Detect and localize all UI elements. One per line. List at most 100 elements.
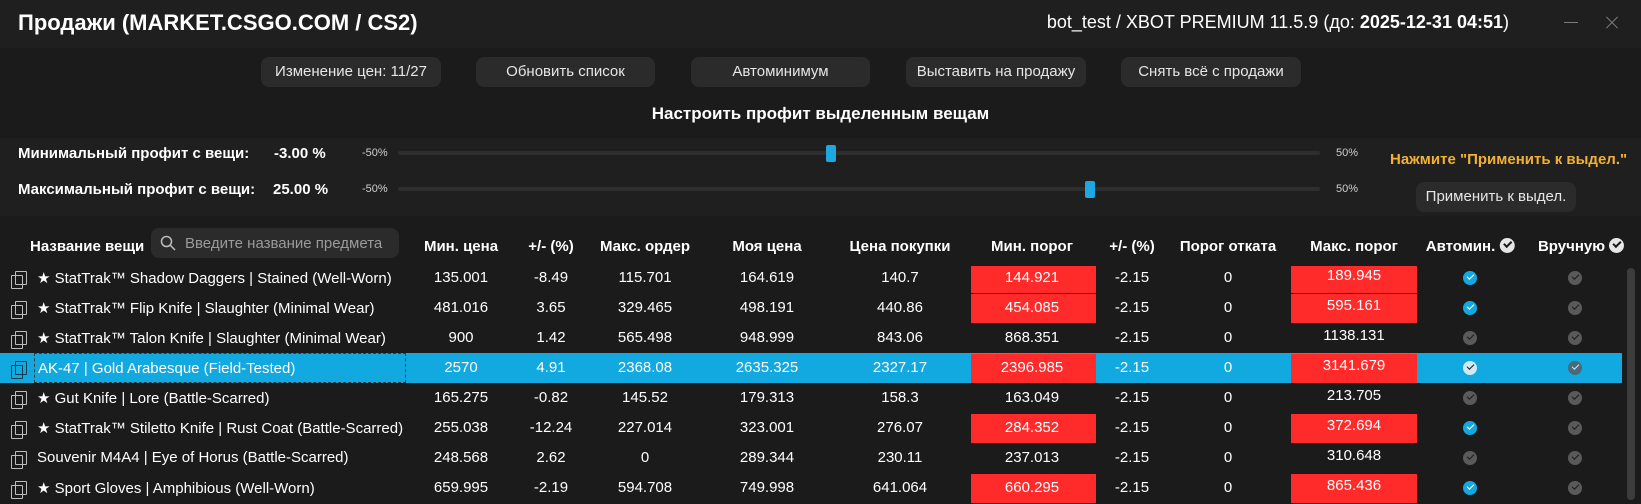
manual-checkbox[interactable] (1568, 481, 1582, 495)
table-row[interactable]: ★ Gut Knife | Lore (Battle-Scarred) 165.2… (0, 383, 1622, 413)
search-input[interactable] (185, 228, 395, 258)
cell-delta-2: -2.15 (1114, 479, 1150, 496)
col-name[interactable]: Название вещи (30, 238, 145, 255)
copy-icon[interactable] (11, 481, 27, 499)
manual-checkbox[interactable] (1568, 451, 1582, 465)
cell-rollback: 0 (1223, 269, 1233, 286)
manual-checkbox[interactable] (1568, 271, 1582, 285)
automin-checkbox[interactable] (1463, 331, 1477, 345)
scrollbar-thumb[interactable] (1627, 268, 1635, 500)
cell-rollback: 0 (1223, 299, 1233, 316)
max-profit-slider[interactable] (398, 181, 1320, 198)
automin-checkbox[interactable] (1463, 271, 1477, 285)
cell-my-price: 948.999 (739, 329, 795, 346)
manual-checkbox[interactable] (1568, 421, 1582, 435)
automin-checkbox[interactable] (1463, 361, 1477, 375)
manual-checkbox[interactable] (1568, 331, 1582, 345)
cell-rollback: 0 (1223, 479, 1233, 496)
refresh-list-button[interactable]: Обновить список (476, 57, 655, 87)
cell-min-price: 900 (448, 329, 474, 346)
cell-delta-2: -2.15 (1114, 359, 1150, 376)
col-automin[interactable]: Автомин. (1426, 238, 1515, 255)
autominimum-button[interactable]: Автоминимум (691, 57, 870, 87)
maximize-button[interactable] (1561, 12, 1581, 32)
cell-max-order: 227.014 (617, 419, 673, 436)
col-delta-2[interactable]: +/- (%) (1109, 238, 1155, 255)
cell-my-price: 164.619 (739, 269, 795, 286)
item-name: ★ StatTrak™ Stiletto Knife | Rust Coat (… (37, 420, 404, 437)
item-name: Souvenir M4A4 | Eye of Horus (Battle-Sca… (37, 449, 349, 466)
cell-name: ★ StatTrak™ Talon Knife | Slaughter (Min… (34, 323, 406, 353)
cell-delta-1: 2.62 (536, 449, 566, 466)
remove-all-button[interactable]: Снять всё с продажи (1121, 57, 1301, 87)
min-profit-label: Минимальный профит с вещи: (18, 145, 250, 162)
cell-max-threshold: 189.945 (1326, 267, 1382, 284)
col-max-threshold[interactable]: Макс. порог (1310, 238, 1398, 255)
table-row[interactable]: ★ StatTrak™ Flip Knife | Slaughter (Mini… (0, 293, 1622, 323)
manual-checkbox[interactable] (1568, 361, 1582, 375)
col-rollback[interactable]: Порог отката (1179, 238, 1277, 255)
copy-icon[interactable] (11, 301, 27, 319)
price-change-button[interactable]: Изменение цен: 11/27 (261, 57, 441, 87)
table-row[interactable]: Souvenir M4A4 | Eye of Horus (Battle-Sca… (0, 443, 1622, 473)
automin-checkbox[interactable] (1463, 301, 1477, 315)
cell-rollback: 0 (1223, 419, 1233, 436)
cell-delta-1: 1.42 (536, 329, 566, 346)
col-delta-1[interactable]: +/- (%) (528, 238, 574, 255)
manual-checkbox[interactable] (1568, 301, 1582, 315)
col-max-order[interactable]: Макс. ордер (600, 238, 690, 255)
table-row[interactable]: AK-47 | Gold Arabesque (Field-Tested) 257… (0, 353, 1622, 383)
min-threshold-highlight (971, 414, 1096, 443)
put-on-sale-button[interactable]: Выставить на продажу (906, 57, 1086, 87)
automin-checkbox[interactable] (1463, 391, 1477, 405)
cell-max-threshold: 3141.679 (1322, 357, 1386, 374)
copy-icon[interactable] (11, 271, 27, 289)
col-my-price[interactable]: Моя цена (732, 238, 802, 255)
max-threshold-highlight (1291, 294, 1417, 323)
min-profit-slider[interactable] (398, 145, 1320, 162)
copy-icon[interactable] (11, 361, 27, 379)
automin-checkbox[interactable] (1463, 481, 1477, 495)
copy-icon[interactable] (11, 391, 27, 409)
manual-checkbox[interactable] (1568, 391, 1582, 405)
max-profit-number: 25.00 (273, 181, 311, 198)
max-slider-thumb[interactable] (1084, 181, 1095, 198)
automin-checkbox[interactable] (1463, 451, 1477, 465)
table-row[interactable]: ★ Sport Gloves | Amphibious (Well-Worn) 6… (0, 473, 1622, 503)
copy-icon[interactable] (11, 331, 27, 349)
max-threshold-highlight (1291, 354, 1417, 383)
table-row[interactable]: ★ StatTrak™ Talon Knife | Slaughter (Min… (0, 323, 1622, 353)
cell-min-price: 248.568 (433, 449, 489, 466)
title-bar: Продажи (MARKET.CSGO.COM / CS2) bot_test… (0, 0, 1641, 48)
check-circle-icon (1609, 238, 1625, 253)
col-manual[interactable]: Вручную (1538, 238, 1625, 255)
cell-buy-price: 440.86 (877, 299, 923, 316)
table-row[interactable]: ★ StatTrak™ Stiletto Knife | Rust Coat (… (0, 413, 1622, 443)
cell-max-threshold: 213.705 (1326, 387, 1382, 404)
cell-max-order: 329.465 (617, 299, 673, 316)
cell-delta-1: -12.24 (529, 419, 573, 436)
items-table: ★ StatTrak™ Shadow Daggers | Stained (We… (0, 266, 1622, 504)
search-box[interactable] (151, 228, 399, 258)
col-min-price[interactable]: Мин. цена (423, 238, 499, 255)
cell-max-order: 0 (640, 449, 650, 466)
window-title: Продажи (MARKET.CSGO.COM / CS2) (18, 10, 418, 35)
apply-to-selected-button[interactable]: Применить к выдел. (1416, 182, 1576, 212)
cell-delta-2: -2.15 (1114, 299, 1150, 316)
table-row[interactable]: ★ StatTrak™ Shadow Daggers | Stained (We… (0, 266, 1622, 293)
min-profit-number: -3.00 (274, 145, 309, 162)
cell-buy-price: 140.7 (881, 269, 919, 286)
col-buy-price[interactable]: Цена покупки (849, 238, 951, 255)
min-slider-thumb[interactable] (826, 145, 837, 162)
close-button[interactable] (1602, 12, 1622, 32)
cell-name: Souvenir M4A4 | Eye of Horus (Battle-Sca… (34, 443, 406, 473)
vertical-scrollbar[interactable] (1622, 266, 1641, 504)
cell-delta-1: -2.19 (533, 479, 569, 496)
col-min-threshold[interactable]: Мин. порог (991, 238, 1073, 255)
cell-buy-price: 158.3 (881, 389, 919, 406)
copy-icon[interactable] (11, 421, 27, 439)
minimize-button[interactable] (1561, 12, 1581, 32)
copy-icon[interactable] (11, 451, 27, 469)
min-threshold-highlight (971, 266, 1096, 293)
automin-checkbox[interactable] (1463, 421, 1477, 435)
